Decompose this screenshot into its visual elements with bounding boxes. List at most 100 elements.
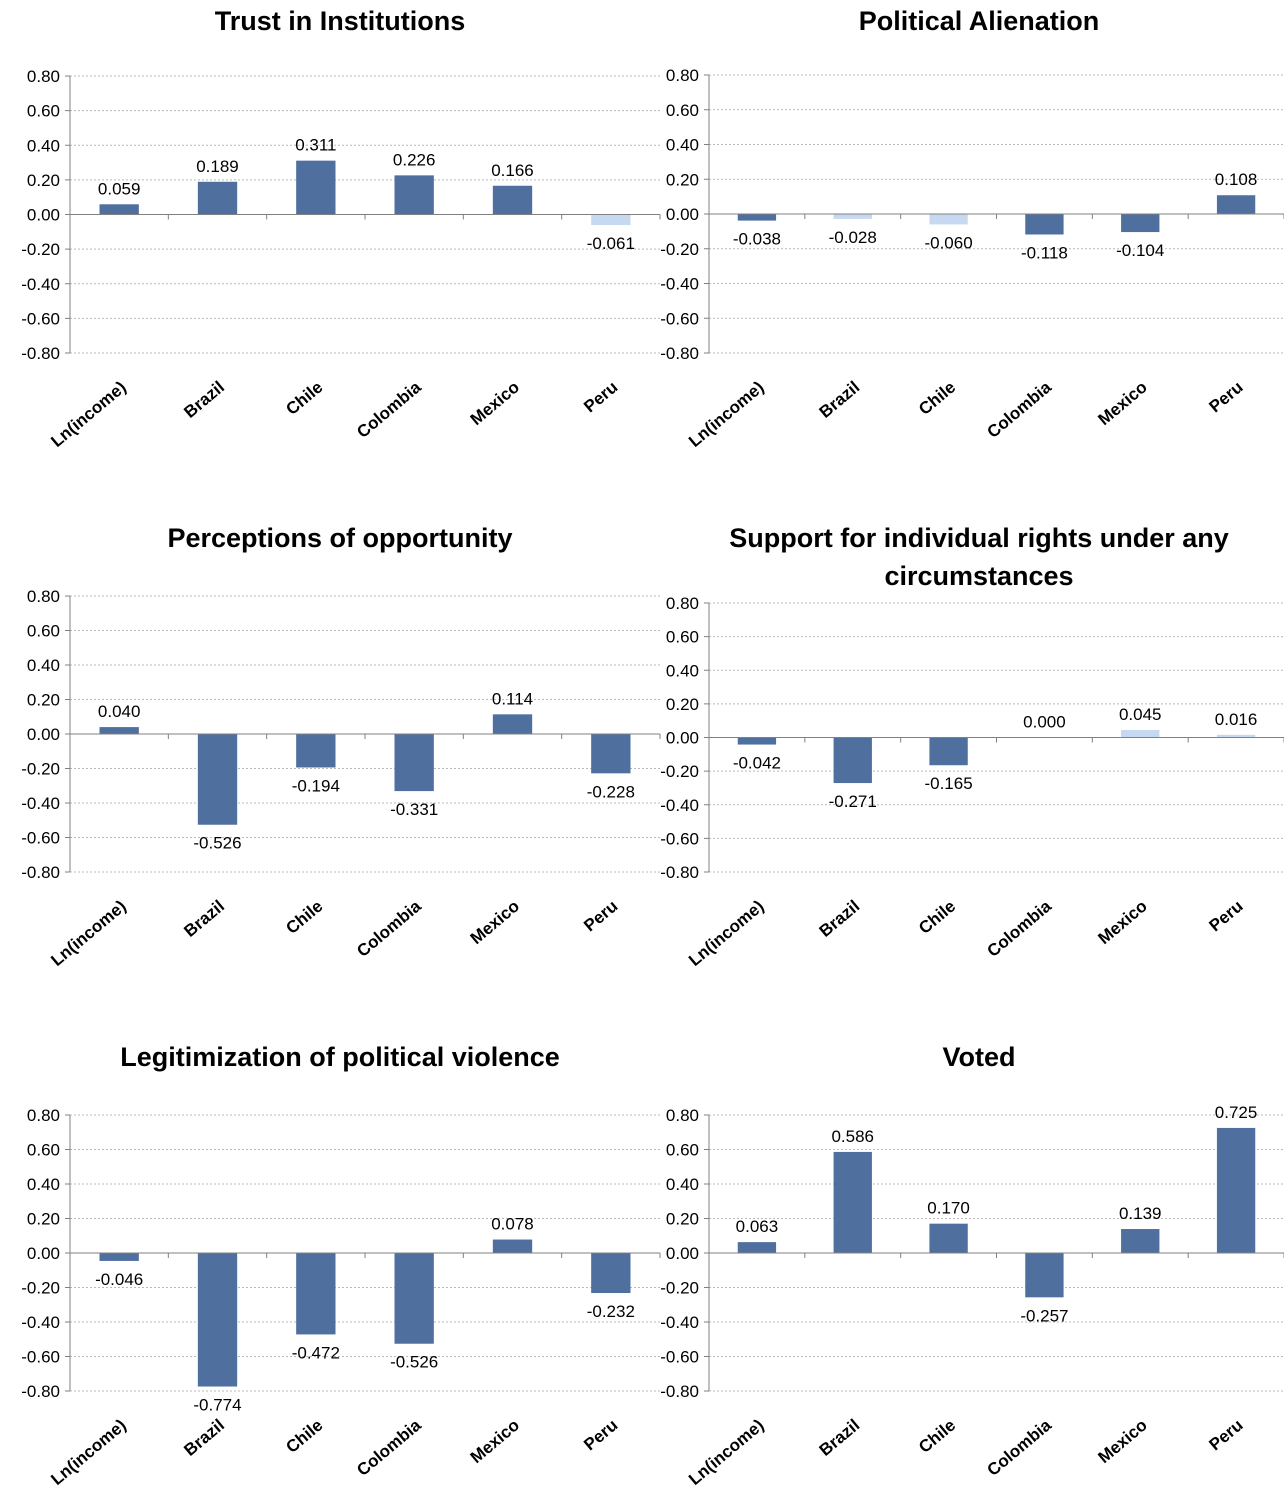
data-label: -0.194 xyxy=(292,776,340,795)
category-label: Mexico xyxy=(1094,1416,1150,1468)
y-tick-label: 0.00 xyxy=(27,206,60,225)
data-label: 0.586 xyxy=(831,1127,874,1146)
y-tick-label: -0.20 xyxy=(660,762,699,781)
y-tick-label: 0.80 xyxy=(666,66,699,85)
y-tick-label: 0.60 xyxy=(27,1141,60,1160)
bar-ln-income xyxy=(99,727,139,734)
category-label: Chile xyxy=(915,897,959,938)
bar-ln-income xyxy=(737,1242,777,1253)
y-tick-label: 0.20 xyxy=(27,1210,60,1229)
data-label: 0.189 xyxy=(196,157,239,176)
data-label: -0.232 xyxy=(587,1302,635,1321)
y-tick-label: 0.20 xyxy=(666,695,699,714)
bar-colombia xyxy=(394,734,434,792)
y-tick-label: -0.40 xyxy=(660,1313,699,1332)
y-tick-label: -0.40 xyxy=(21,1313,60,1332)
data-label: -0.526 xyxy=(390,1353,438,1372)
y-tick-label: 0.40 xyxy=(666,136,699,155)
data-label: 0.059 xyxy=(98,179,141,198)
category-label: Peru xyxy=(1205,378,1246,417)
y-tick-label: 0.60 xyxy=(666,1141,699,1160)
y-tick-label: -0.80 xyxy=(21,1382,60,1401)
y-tick-label: 0.00 xyxy=(27,1244,60,1263)
chart-title-trust: Trust in Institutions xyxy=(214,6,466,36)
y-tick-label: 0.40 xyxy=(666,1175,699,1194)
data-label: -0.257 xyxy=(1020,1306,1068,1325)
data-label: -0.042 xyxy=(733,754,781,773)
category-label: Ln(income) xyxy=(685,1416,767,1489)
bar-peru xyxy=(1216,734,1256,738)
y-tick-label: 0.80 xyxy=(666,1106,699,1125)
category-label: Colombia xyxy=(983,377,1055,442)
y-tick-label: -0.20 xyxy=(21,240,60,259)
y-tick-label: 0.20 xyxy=(27,691,60,710)
data-label: 0.170 xyxy=(927,1199,970,1218)
y-tick-label: 0.60 xyxy=(666,628,699,647)
data-label: -0.774 xyxy=(193,1396,241,1415)
category-label: Brazil xyxy=(180,378,228,422)
data-label: 0.040 xyxy=(98,702,141,721)
chart-title-individual-rights: Support for individual rights under any … xyxy=(729,523,1229,591)
category-label: Brazil xyxy=(180,1416,228,1460)
category-label: Mexico xyxy=(467,1416,523,1468)
category-label: Peru xyxy=(1205,897,1246,936)
y-tick-label: 0.40 xyxy=(27,656,60,675)
category-label: Ln(income) xyxy=(685,378,767,451)
category-label: Chile xyxy=(282,897,326,938)
data-label: -0.060 xyxy=(924,233,972,252)
y-tick-label: -0.60 xyxy=(21,309,60,328)
category-label: Mexico xyxy=(467,378,523,430)
y-tick-label: 0.80 xyxy=(27,67,60,86)
y-tick-label: -0.20 xyxy=(660,240,699,259)
bar-mexico xyxy=(1121,1229,1160,1253)
category-label: Peru xyxy=(580,1416,621,1455)
y-tick-label: -0.60 xyxy=(660,829,699,848)
category-label: Chile xyxy=(282,1416,326,1457)
category-label: Brazil xyxy=(816,897,864,941)
y-tick-label: -0.80 xyxy=(660,863,699,882)
y-tick-label: 0.00 xyxy=(666,729,699,748)
y-tick-label: -0.20 xyxy=(21,1279,60,1298)
bar-peru xyxy=(1216,195,1256,214)
data-label: -0.526 xyxy=(193,834,241,853)
category-label: Ln(income) xyxy=(47,897,129,970)
y-tick-label: -0.60 xyxy=(21,829,60,848)
chart-panel-trust-in-institutions: 0.80 0.60 0.40 0.20 0.00 -0.20 -0.40 -0.60 -0.80… xyxy=(21,67,661,451)
data-label: -0.038 xyxy=(733,230,781,249)
y-tick-label: 0.20 xyxy=(666,170,699,189)
y-tick-label: -0.40 xyxy=(21,794,60,813)
y-tick-label: -0.40 xyxy=(660,275,699,294)
bar-peru xyxy=(591,214,631,226)
y-tick-label: 0.60 xyxy=(27,622,60,641)
data-label: -0.165 xyxy=(924,774,972,793)
bar-peru xyxy=(591,734,631,774)
bar-ln-income xyxy=(737,214,777,221)
y-tick-label: -0.80 xyxy=(660,1382,699,1401)
y-tick-label: 0.00 xyxy=(666,205,699,224)
bar-ln-income xyxy=(99,204,139,215)
category-label: Brazil xyxy=(816,1416,864,1460)
data-label: -0.028 xyxy=(829,228,877,247)
y-tick-label: 0.80 xyxy=(666,594,699,613)
y-tick-label: 0.00 xyxy=(27,725,60,744)
data-label: -0.271 xyxy=(829,792,877,811)
bar-brazil xyxy=(197,1253,238,1387)
y-tick-label: -0.80 xyxy=(21,863,60,882)
category-label: Ln(income) xyxy=(47,378,129,451)
bar-mexico xyxy=(1121,729,1160,738)
y-tick-label: -0.60 xyxy=(21,1348,60,1367)
y-tick-label: 0.40 xyxy=(27,136,60,155)
data-label: 0.016 xyxy=(1215,710,1258,729)
bar-mexico xyxy=(1121,214,1160,233)
category-label: Mexico xyxy=(1094,897,1150,949)
data-label: -0.472 xyxy=(292,1343,340,1362)
chart-title-voted: Voted xyxy=(942,1042,1016,1072)
bar-peru xyxy=(591,1253,631,1294)
bar-chile xyxy=(929,737,968,766)
chart-title-opportunity: Perceptions of opportunity xyxy=(167,523,513,553)
bar-colombia xyxy=(1025,1253,1064,1298)
data-label: 0.045 xyxy=(1119,705,1162,724)
data-label: 0.114 xyxy=(492,689,533,708)
